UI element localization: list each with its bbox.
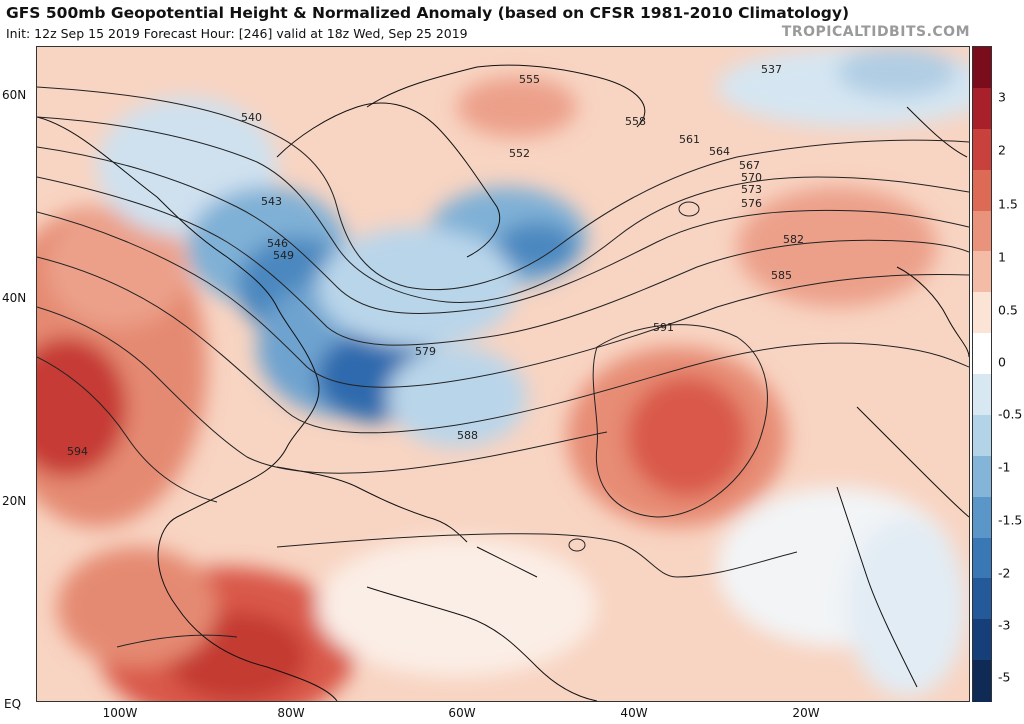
colorbar-label: -0.5 bbox=[998, 406, 1023, 422]
contour-label: 585 bbox=[771, 269, 792, 282]
colorbar-label: 1.5 bbox=[998, 196, 1018, 212]
lon-label-80w: 80W bbox=[277, 706, 305, 720]
colorbar bbox=[972, 46, 992, 702]
colorbar-label: -5 bbox=[998, 669, 1011, 685]
lon-label-60w: 60W bbox=[448, 706, 476, 720]
watermark: TROPICALTIDBITS.COM bbox=[781, 24, 970, 40]
contour-label: 537 bbox=[761, 63, 782, 76]
contour-label: 558 bbox=[625, 115, 646, 128]
colorbar-segment bbox=[973, 251, 991, 293]
contour-label: 561 bbox=[679, 133, 700, 146]
lat-label-40n: 40N bbox=[2, 291, 27, 305]
colorbar-segment bbox=[973, 374, 991, 416]
contour-label: 570 bbox=[741, 171, 762, 184]
colorbar-label: 1 bbox=[998, 249, 1006, 265]
lon-label-100w: 100W bbox=[102, 706, 138, 720]
colorbar-segment bbox=[973, 169, 991, 211]
colorbar-label: 0 bbox=[998, 354, 1006, 370]
contour-label: 552 bbox=[509, 147, 530, 160]
colorbar-label: -2 bbox=[998, 565, 1011, 581]
lat-label-20n: 20N bbox=[2, 494, 27, 508]
colorbar-label: -1 bbox=[998, 459, 1011, 475]
colorbar-label: -3 bbox=[998, 617, 1011, 633]
colorbar-label: 3 bbox=[998, 89, 1006, 105]
colorbar-segment bbox=[973, 128, 991, 171]
height-contours bbox=[37, 86, 969, 648]
contour-label: 543 bbox=[261, 195, 282, 208]
contour-label: 594 bbox=[67, 445, 88, 458]
contour-label: 549 bbox=[273, 249, 294, 262]
lon-label-20w: 20W bbox=[792, 706, 820, 720]
contour-labels: 540 543 546 549 552 555 558 561 564 567 … bbox=[67, 63, 804, 458]
contour-label: 579 bbox=[415, 345, 436, 358]
contour-label: 567 bbox=[739, 159, 760, 172]
contour-label: 591 bbox=[653, 321, 674, 334]
anomaly-map: 540 543 546 549 552 555 558 561 564 567 … bbox=[36, 46, 970, 702]
contour-label: 555 bbox=[519, 73, 540, 86]
lat-label-eq: EQ bbox=[4, 697, 22, 711]
colorbar-segment bbox=[973, 47, 991, 89]
colorbar-segment bbox=[973, 496, 991, 538]
colorbar-segment bbox=[973, 619, 991, 661]
contour-label: 546 bbox=[267, 237, 288, 250]
colorbar-segment bbox=[973, 292, 991, 334]
contour-label: 582 bbox=[783, 233, 804, 246]
map-subtitle: Init: 12z Sep 15 2019 Forecast Hour: [24… bbox=[6, 26, 468, 41]
contour-label: 573 bbox=[741, 183, 762, 196]
lon-label-40w: 40W bbox=[620, 706, 648, 720]
colorbar-segment bbox=[973, 660, 991, 702]
colorbar-segment bbox=[973, 87, 991, 130]
colorbar-segment bbox=[973, 333, 991, 375]
contour-label: 540 bbox=[241, 111, 262, 124]
coastlines bbox=[37, 64, 969, 701]
contour-label: 564 bbox=[709, 145, 730, 158]
colorbar-label: -1.5 bbox=[998, 512, 1023, 528]
colorbar-label: 0.5 bbox=[998, 302, 1018, 318]
colorbar-segment bbox=[973, 210, 991, 252]
colorbar-segment bbox=[973, 414, 991, 457]
colorbar-segment bbox=[973, 455, 991, 498]
map-canvas: 540 543 546 549 552 555 558 561 564 567 … bbox=[37, 47, 969, 701]
colorbar-label: 2 bbox=[998, 142, 1006, 158]
colorbar-segment bbox=[973, 537, 991, 579]
map-title: GFS 500mb Geopotential Height & Normaliz… bbox=[6, 4, 850, 22]
contour-label: 588 bbox=[457, 429, 478, 442]
lat-label-60n: 60N bbox=[2, 88, 27, 102]
colorbar-segment bbox=[973, 578, 991, 620]
contour-label: 576 bbox=[741, 197, 762, 210]
